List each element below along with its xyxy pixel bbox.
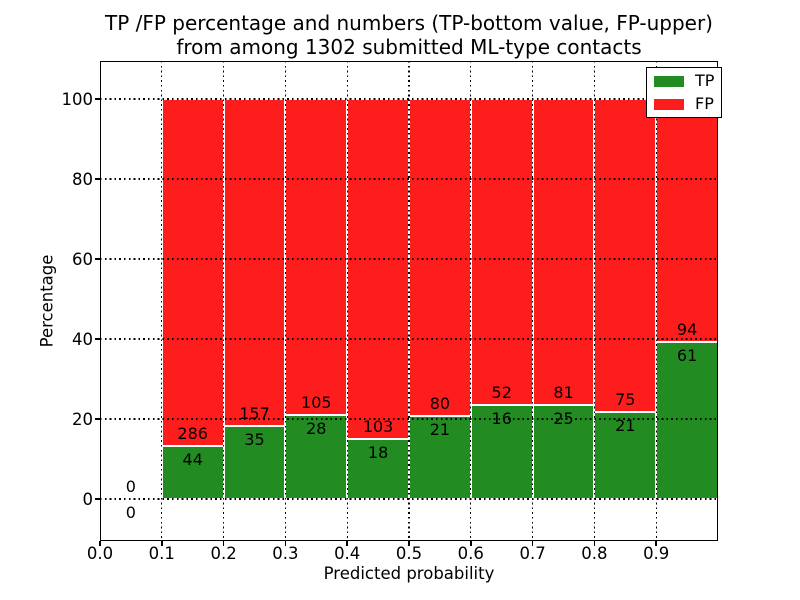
x-tick-label-0.8: 0.8: [581, 544, 608, 563]
legend-item-tp: TP: [654, 73, 714, 89]
y-tick-40: [94, 338, 100, 340]
y-tick-100: [94, 98, 100, 100]
tp-count-label-bin-0: 0: [125, 503, 136, 522]
chart-title-line2: from among 1302 submitted ML-type contac…: [176, 35, 642, 59]
x-gridline-0.4: [346, 61, 348, 541]
x-gridline-0.8: [593, 61, 596, 541]
y-tick-label-80: 80: [72, 169, 93, 189]
fp-bar-bin-7: [532, 99, 595, 405]
tp-count-label-bin-5: 21: [429, 419, 451, 439]
tp-count-label-bin-8: 21: [615, 415, 636, 435]
y-tick-0: [94, 498, 100, 500]
x-tick-label-0.0: 0.0: [86, 544, 114, 563]
fp-bar-bin-1: [161, 99, 224, 446]
x-tick-0.5: [408, 541, 410, 546]
legend: TP FP: [646, 67, 723, 118]
y-gridline-100: [100, 98, 718, 100]
x-gridline-0.3: [284, 61, 287, 541]
tp-color-swatch: [654, 75, 684, 87]
x-gridline-0.2: [222, 61, 225, 541]
x-tick-0.0: [99, 541, 101, 546]
chart-title: TP /FP percentage and numbers (TP-bottom…: [100, 11, 718, 59]
fp-count-label-bin-1: 286: [177, 423, 208, 443]
plot-area: Predicted probability Percentage 0 0 286 44…: [38, 61, 718, 583]
x-tick-0.7: [531, 541, 534, 546]
fp-count-label-bin-2: 157: [239, 404, 270, 424]
x-tick-label-0.2: 0.2: [210, 544, 237, 563]
x-tick-label-0.1: 0.1: [148, 544, 175, 563]
fp-count-label-bin-8: 75: [615, 389, 636, 409]
x-gridline-0.5: [408, 61, 410, 541]
tp-count-label-bin-7: 25: [553, 408, 574, 428]
x-tick-0.2: [222, 541, 225, 546]
x-tick-label-0.9: 0.9: [643, 544, 670, 563]
x-tick-0.1: [161, 541, 163, 546]
y-gridline-20: [100, 418, 718, 420]
tp-bar-bin-9: [656, 341, 718, 499]
y-gridline-80: [100, 178, 718, 180]
fp-count-label-bin-7: 81: [553, 382, 574, 402]
x-gridline-0.6: [470, 61, 472, 541]
legend-item-fp: FP: [654, 96, 714, 112]
y-tick-60: [94, 258, 100, 260]
x-tick-0.8: [593, 541, 596, 546]
fp-bar-bin-6: [470, 99, 533, 405]
y-tick-20: [94, 418, 100, 420]
fp-bar-bin-4: [347, 99, 409, 440]
fp-bar-bin-3: [285, 99, 348, 415]
legend-label-fp: FP: [695, 94, 714, 113]
y-tick-label-100: 100: [61, 89, 94, 109]
legend-label-tp: TP: [695, 71, 715, 90]
tp-bar-bin-6: [470, 404, 533, 499]
fp-count-label-bin-5: 80: [429, 393, 451, 413]
y-tick-label-40: 40: [72, 329, 93, 349]
x-tick-0.9: [655, 541, 657, 546]
tp-count-label-bin-9: 61: [676, 345, 698, 365]
x-tick-0.4: [346, 541, 348, 546]
y-tick-label-20: 20: [72, 409, 93, 429]
x-tick-0.6: [470, 541, 472, 546]
tp-bar-bin-8: [594, 411, 657, 499]
fp-bar-bin-2: [223, 99, 286, 427]
y-gridline-60: [100, 258, 718, 260]
y-tick-label-60: 60: [72, 249, 93, 269]
fp-count-label-bin-0: 0: [125, 477, 136, 496]
tp-count-label-bin-3: 28: [306, 418, 327, 438]
x-tick-label-0.7: 0.7: [519, 544, 546, 563]
x-tick-label-0.5: 0.5: [395, 544, 423, 563]
x-axis-label: Predicted probability: [323, 564, 495, 583]
fp-count-label-bin-3: 105: [301, 392, 332, 412]
x-gridline-0.1: [161, 61, 163, 541]
fp-bar-bin-9: [656, 99, 718, 342]
tp-count-label-bin-6: 16: [491, 408, 512, 428]
x-tick-label-0.6: 0.6: [457, 544, 484, 563]
y-gridline-40: [100, 338, 718, 340]
fp-count-label-bin-9: 94: [676, 319, 698, 339]
x-gridline-0.7: [531, 61, 534, 541]
x-gridline-0.9: [655, 61, 657, 541]
tp-bar-bin-7: [532, 404, 595, 499]
tp-count-label-bin-2: 35: [244, 430, 265, 450]
x-tick-0.3: [284, 541, 287, 546]
x-tick-label-0.3: 0.3: [272, 544, 299, 563]
x-tick-label-0.4: 0.4: [334, 544, 361, 563]
y-gridline-0: [100, 498, 718, 500]
chart-title-line1: TP /FP percentage and numbers (TP-bottom…: [105, 11, 713, 35]
fp-color-swatch: [654, 98, 684, 110]
fp-count-label-bin-6: 52: [491, 382, 512, 402]
fp-bar-bin-5: [409, 99, 471, 416]
y-tick-label-0: 0: [82, 489, 94, 509]
fp-count-label-bin-4: 103: [362, 417, 394, 437]
tp-count-label-bin-4: 18: [367, 443, 389, 463]
fp-bar-bin-8: [594, 99, 657, 412]
y-tick-80: [94, 178, 100, 180]
tp-count-label-bin-1: 44: [182, 449, 203, 469]
